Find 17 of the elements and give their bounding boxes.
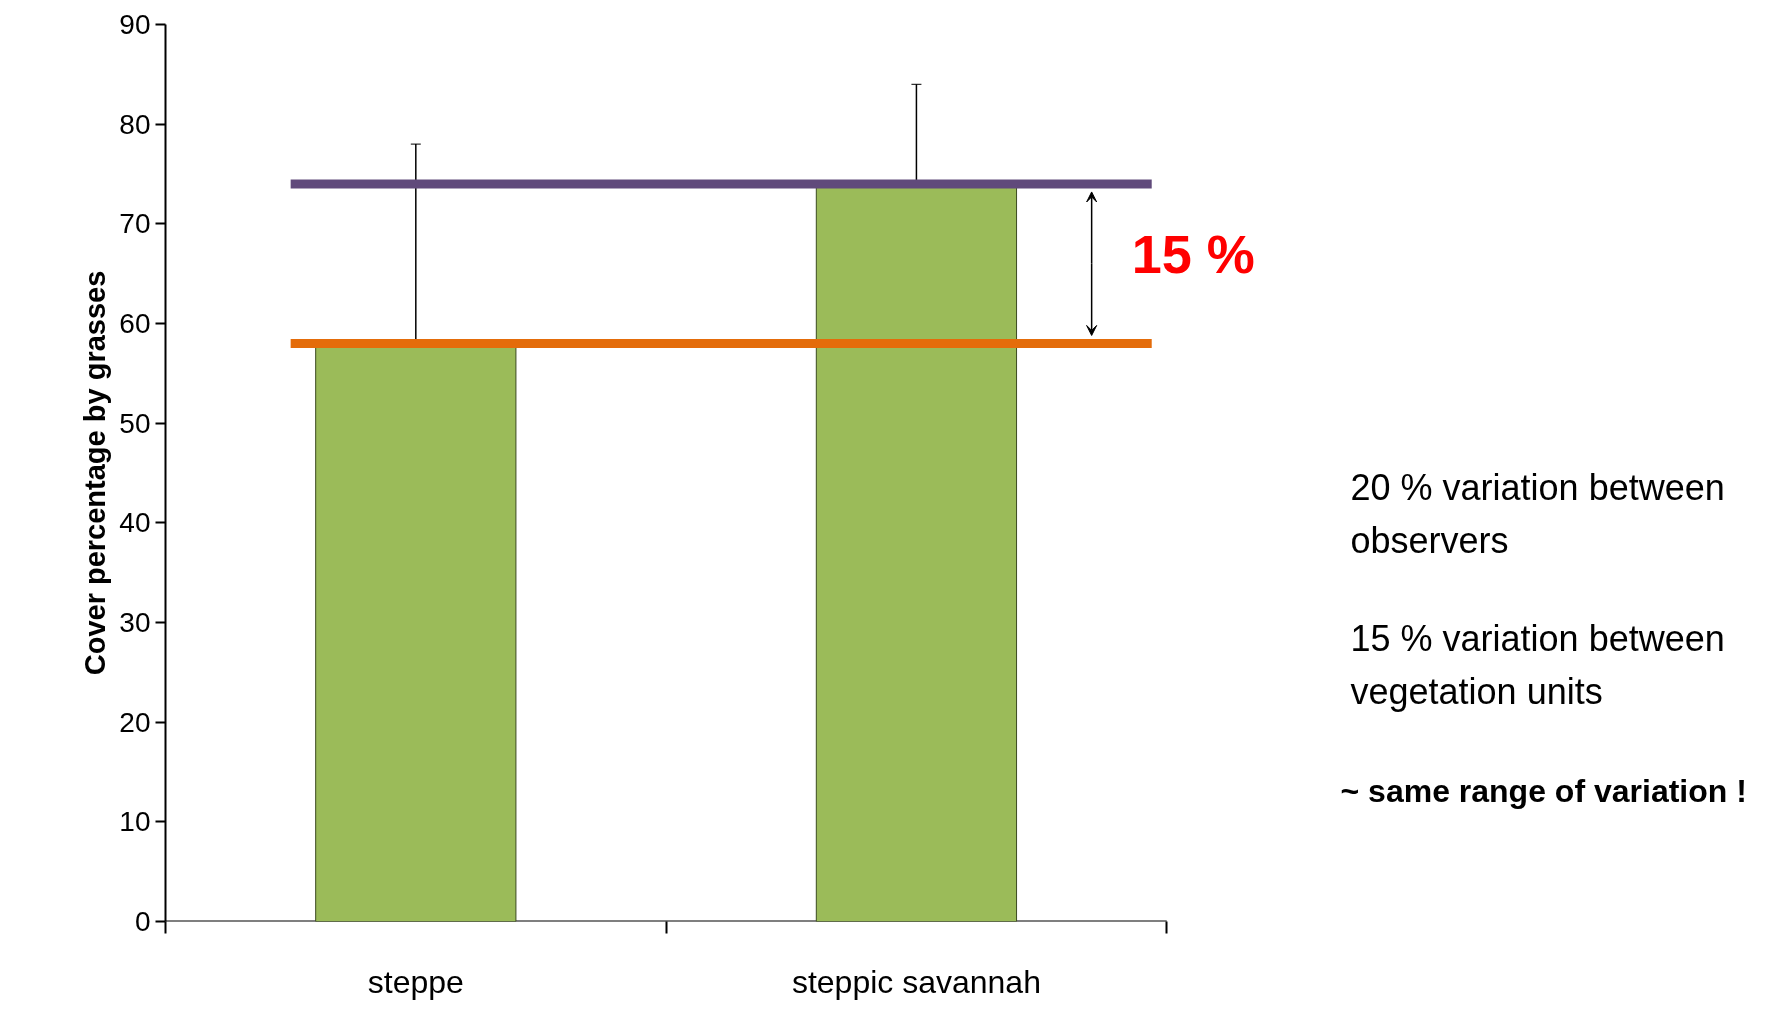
y-tick-label: 0: [134, 906, 151, 937]
text: 15 % variation between vegetation units: [1350, 617, 1725, 712]
text: ~ same range of variation !: [1340, 772, 1747, 809]
y-tick-label: 90: [119, 9, 151, 40]
y-tick-label: 80: [119, 108, 151, 140]
y-tick-label: 10: [119, 806, 151, 838]
text: 20 % variation between observers: [1350, 466, 1725, 561]
x-tick-label: steppe: [367, 963, 464, 1000]
y-tick-label: 30: [119, 607, 151, 638]
y-tick-label: 20: [119, 706, 151, 738]
annotation: 15 %: [1131, 223, 1255, 284]
y-tick-label: 40: [119, 507, 151, 539]
x-tick-label: steppic savannah: [791, 963, 1041, 1000]
y-tick-label: 70: [119, 208, 151, 240]
y-tick-label: 50: [119, 407, 151, 439]
y-axis-title: Cover percentage by grasses: [79, 270, 112, 676]
y-tick-label: 60: [119, 308, 151, 339]
